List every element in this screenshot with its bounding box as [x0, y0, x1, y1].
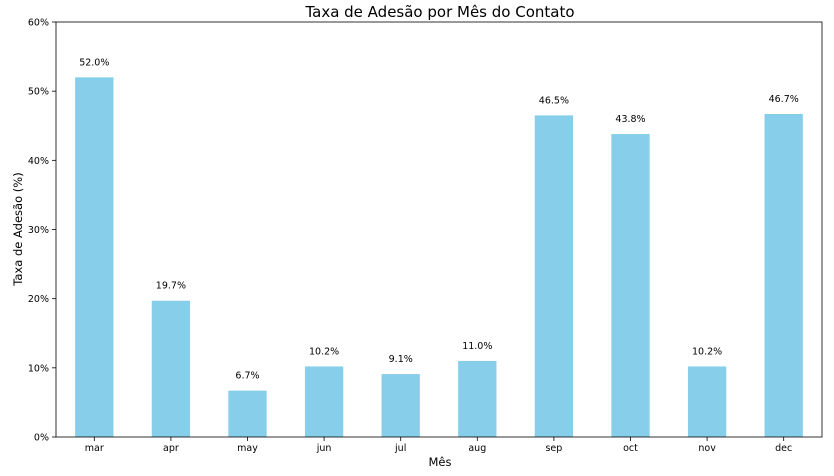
data-label-may: 6.7%	[235, 371, 259, 382]
chart-title: Taxa de Adesão por Mês do Contato	[304, 3, 574, 21]
plot-frame	[55, 21, 823, 438]
bar-sep	[534, 115, 574, 438]
bar-oct	[611, 134, 650, 438]
data-label-dec: 46.7%	[769, 94, 799, 105]
y-tick-label-20: 20%	[28, 294, 49, 305]
data-label-sep: 46.5%	[539, 95, 569, 106]
bar-aug	[458, 360, 497, 437]
bar-mar	[75, 77, 114, 437]
bar-nov	[687, 366, 727, 437]
bar-apr	[151, 300, 191, 437]
bar-jun	[304, 366, 344, 437]
data-label-nov: 10.2%	[692, 346, 722, 357]
data-label-jun: 10.2%	[309, 346, 339, 357]
y-tick-label-50: 50%	[28, 87, 49, 98]
bars-layer: 52.0% 19.7% 6.7% 10.2% 9.1% 11.0% 46.5% 43.8% 10…	[75, 57, 803, 438]
x-tick-label-oct: oct	[623, 443, 638, 454]
x-tick-label-sep: sep	[545, 443, 562, 454]
ticks-layer: mar apr may jun jul aug sep oct nov dec 0% 10% 20% 30…	[28, 18, 792, 455]
bar-jul	[381, 374, 420, 437]
data-label-mar: 52.0%	[79, 57, 109, 68]
x-axis-label: Mês	[429, 455, 452, 469]
x-tick-label-mar: mar	[85, 443, 104, 454]
x-tick-label-may: may	[237, 443, 258, 454]
data-label-jul: 9.1%	[389, 354, 413, 365]
data-label-oct: 43.8%	[615, 114, 645, 125]
x-tick-label-aug: aug	[468, 443, 486, 454]
y-tick-label-0: 0%	[34, 433, 49, 444]
x-tick-label-dec: dec	[775, 443, 792, 454]
y-tick-label-40: 40%	[28, 156, 49, 167]
y-tick-label-60: 60%	[28, 18, 49, 29]
bar-may	[228, 390, 267, 437]
bar-dec	[764, 113, 803, 438]
y-axis-label: Taxa de Adesão (%)	[11, 172, 25, 286]
x-tick-label-jul: jul	[394, 443, 406, 454]
x-tick-label-nov: nov	[698, 443, 716, 454]
data-label-aug: 11.0%	[462, 341, 492, 352]
x-tick-label-jun: jun	[316, 443, 332, 454]
data-label-apr: 19.7%	[156, 281, 186, 292]
x-tick-label-apr: apr	[163, 443, 179, 454]
y-tick-label-30: 30%	[28, 225, 49, 236]
y-tick-label-10: 10%	[28, 363, 49, 374]
